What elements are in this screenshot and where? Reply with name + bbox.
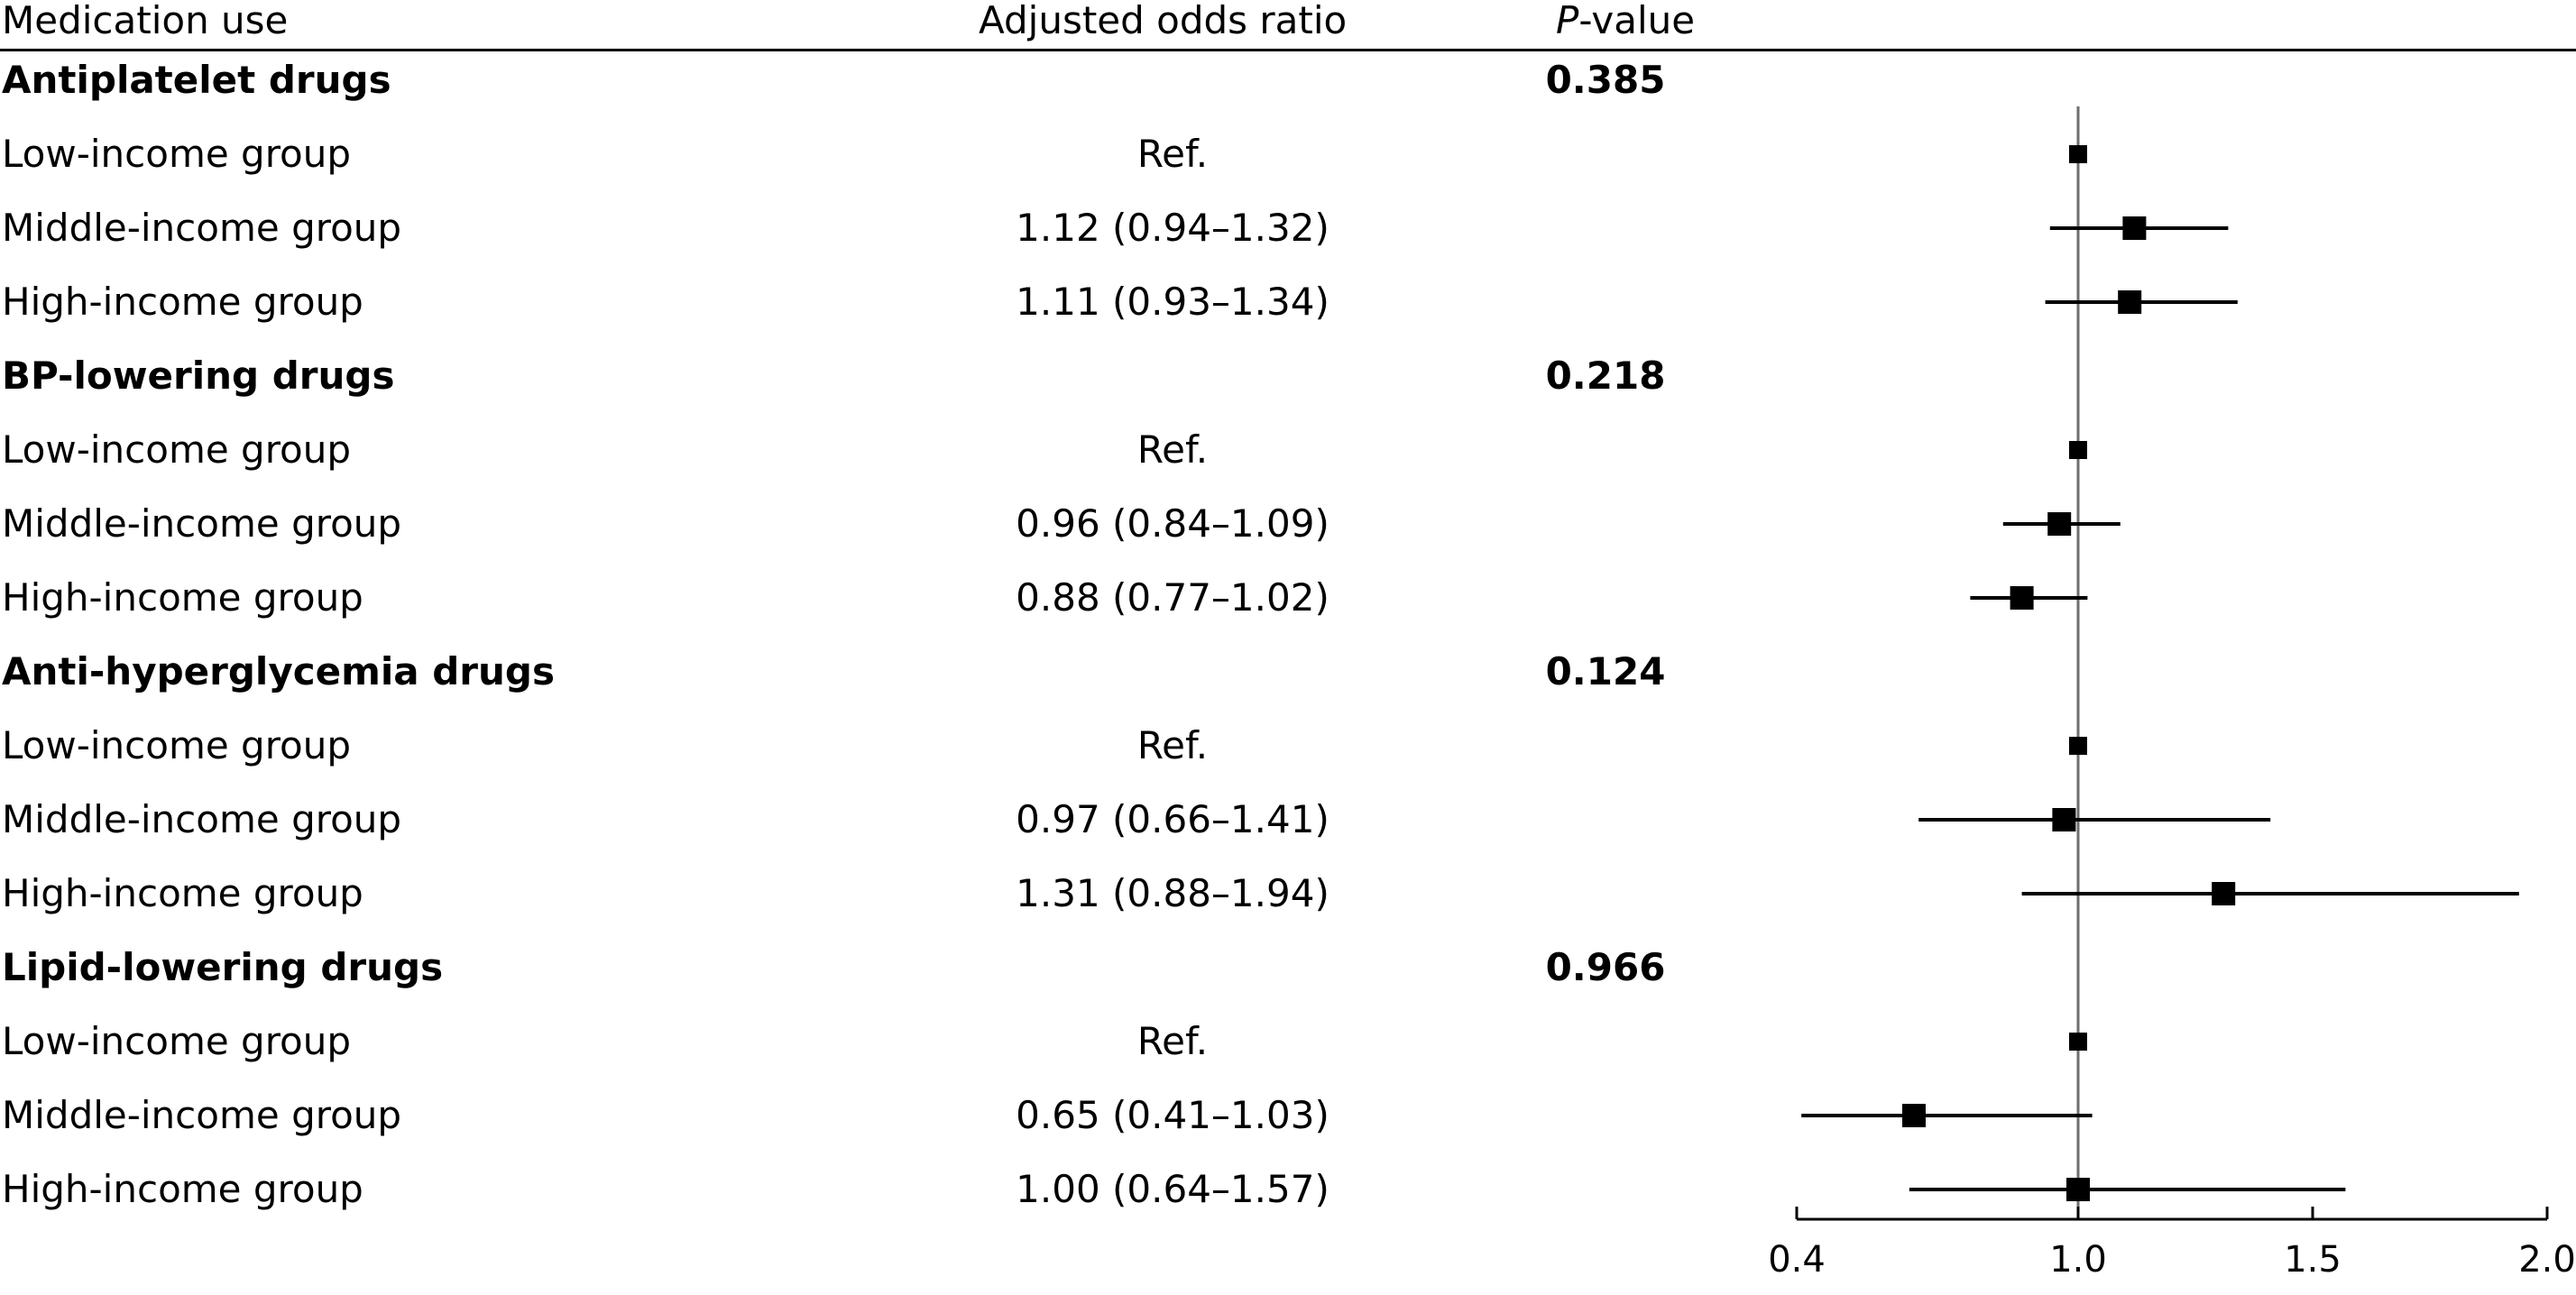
x-tick-label: 1.0 <box>2049 1239 2107 1281</box>
row-label: Low-income group <box>2 1019 352 1063</box>
p-value: 0.385 <box>1545 58 1666 102</box>
group-label: Lipid-lowering drugs <box>2 945 444 989</box>
odds-ratio-marker <box>2122 216 2147 240</box>
x-tick-label: 1.5 <box>2284 1239 2341 1281</box>
x-tick-label: 0.4 <box>1768 1239 1826 1281</box>
p-value-header-rest: -value <box>1578 0 1696 42</box>
table-row: Middle-income group 0.97 (0.66–1.41) <box>0 783 1714 857</box>
odds-ratio-marker <box>2010 586 2034 610</box>
row-label: Middle-income group <box>2 501 402 546</box>
odds-ratio-value: 0.88 (0.77–1.02) <box>1016 575 1329 620</box>
row-label: Middle-income group <box>2 1093 402 1137</box>
odds-ratio-value: 0.97 (0.66–1.41) <box>1016 797 1329 841</box>
p-value: 0.218 <box>1545 354 1666 398</box>
group-label: Antiplatelet drugs <box>2 58 391 102</box>
odds-ratio-value: Ref. <box>1136 723 1209 767</box>
odds-ratio-value: 0.65 (0.41–1.03) <box>1016 1093 1329 1137</box>
p-value-italic-letter: P <box>1556 0 1579 42</box>
x-tick-label: 2.0 <box>2518 1239 2576 1281</box>
table-row: Low-income group Ref. <box>0 1005 1714 1079</box>
table-row: Middle-income group 1.12 (0.94–1.32) <box>0 191 1714 265</box>
reference-marker <box>2069 1033 2087 1051</box>
odds-ratio-value: Ref. <box>1136 1019 1209 1063</box>
reference-marker <box>2069 145 2087 163</box>
column-header-p-value: P-value <box>1556 0 1695 41</box>
column-header-odds-ratio: Adjusted odds ratio <box>979 0 1348 42</box>
group-row: Lipid-lowering drugs 0.966 <box>0 931 1714 1005</box>
table-row: Low-income group Ref. <box>0 709 1714 783</box>
odds-ratio-marker <box>2047 512 2072 536</box>
group-label: Anti-hyperglycemia drugs <box>2 649 555 693</box>
table-row: Middle-income group 0.65 (0.41–1.03) <box>0 1079 1714 1153</box>
header-rule <box>0 49 2576 51</box>
odds-ratio-marker <box>2118 290 2142 314</box>
table-row: High-income group 1.11 (0.93–1.34) <box>0 265 1714 339</box>
group-row: BP-lowering drugs 0.218 <box>0 339 1714 413</box>
odds-ratio-value: 1.31 (0.88–1.94) <box>1016 871 1329 915</box>
column-header-medication: Medication use <box>2 0 289 42</box>
table-row: High-income group 0.88 (0.77–1.02) <box>0 561 1714 635</box>
row-label: Middle-income group <box>2 206 402 250</box>
reference-marker <box>2069 441 2087 459</box>
odds-ratio-value: Ref. <box>1136 427 1209 472</box>
row-label: Middle-income group <box>2 797 402 841</box>
odds-ratio-value: 1.11 (0.93–1.34) <box>1016 280 1329 324</box>
row-label: High-income group <box>2 280 363 324</box>
odds-ratio-value: 1.00 (0.64–1.57) <box>1016 1167 1329 1211</box>
table-row: Low-income group Ref. <box>0 117 1714 191</box>
odds-ratio-value: 0.96 (0.84–1.09) <box>1016 501 1329 546</box>
odds-ratio-marker <box>2052 808 2076 831</box>
reference-marker <box>2069 737 2087 755</box>
row-label: Low-income group <box>2 132 352 176</box>
row-label: Low-income group <box>2 723 352 767</box>
table-row: High-income group 1.00 (0.64–1.57) <box>0 1153 1714 1226</box>
group-row: Anti-hyperglycemia drugs 0.124 <box>0 635 1714 709</box>
odds-ratio-marker <box>2212 882 2236 905</box>
row-label: High-income group <box>2 575 363 620</box>
table-row: Middle-income group 0.96 (0.84–1.09) <box>0 487 1714 561</box>
p-value: 0.966 <box>1545 945 1666 989</box>
row-label: Low-income group <box>2 427 352 472</box>
odds-ratio-value: 1.12 (0.94–1.32) <box>1016 206 1329 250</box>
table-row: Low-income group Ref. <box>0 413 1714 487</box>
p-value: 0.124 <box>1545 649 1666 693</box>
odds-ratio-marker <box>2066 1178 2090 1201</box>
odds-ratio-value: Ref. <box>1136 132 1209 176</box>
table-row: High-income group 1.31 (0.88–1.94) <box>0 857 1714 931</box>
group-label: BP-lowering drugs <box>2 354 395 398</box>
row-label: High-income group <box>2 871 363 915</box>
odds-ratio-marker <box>1902 1104 1926 1127</box>
group-row: Antiplatelet drugs 0.385 <box>0 43 1714 117</box>
row-label: High-income group <box>2 1167 363 1211</box>
